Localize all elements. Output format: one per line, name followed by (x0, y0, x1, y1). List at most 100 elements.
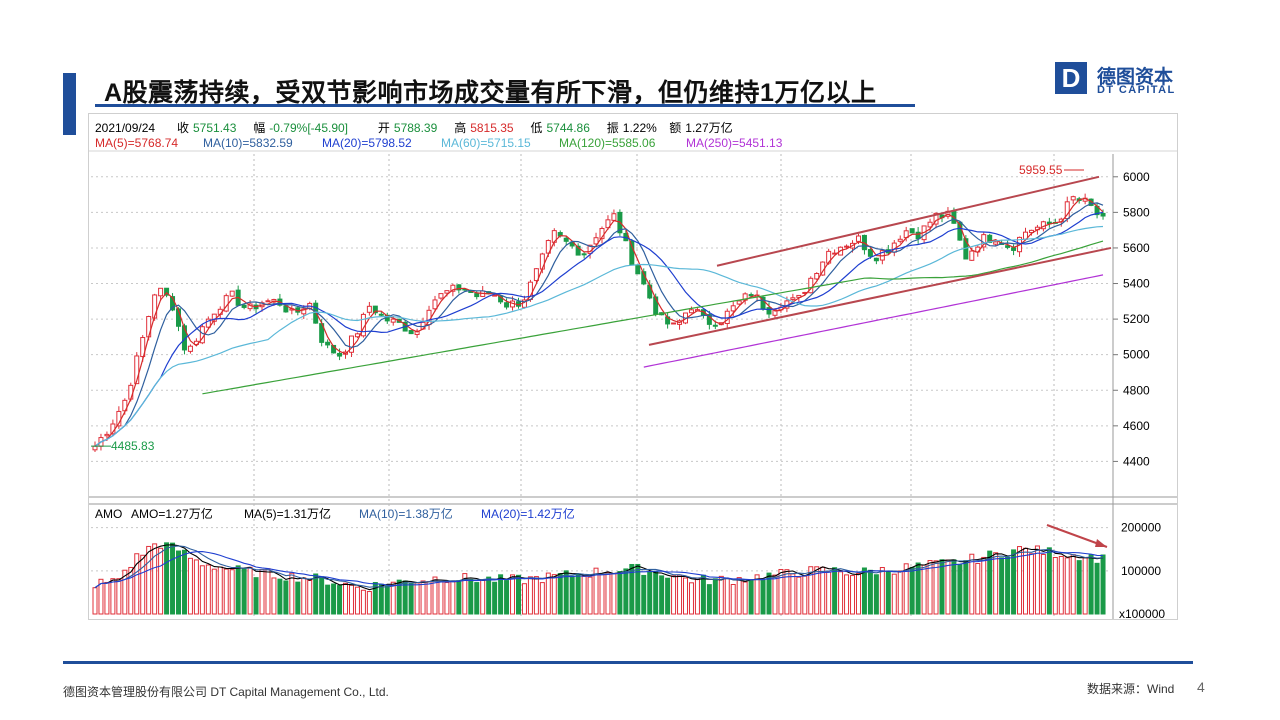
volume-bar (92, 587, 98, 615)
volume-bar (313, 573, 319, 615)
volume-bar (760, 579, 766, 615)
volume-bar (378, 583, 384, 615)
candle-body (814, 273, 820, 280)
candle-body (241, 304, 247, 308)
volume-bar (683, 577, 689, 615)
volume-bar (432, 576, 438, 615)
candle-body (348, 335, 354, 353)
volume-bar (659, 575, 665, 615)
info-value: 1.27万亿 (685, 120, 732, 135)
volume-bar (217, 566, 223, 615)
volume-bar (748, 579, 754, 615)
volume-bar (694, 577, 700, 615)
volume-bar (957, 564, 963, 615)
volume-bar (844, 574, 850, 615)
volume-bar (301, 577, 307, 615)
candle-body (873, 257, 879, 262)
volume-bar (647, 571, 653, 615)
channel-upper-line (716, 175, 1100, 267)
volume-bar (331, 583, 337, 615)
candle-body (736, 300, 742, 305)
volume-bar (164, 542, 170, 615)
y-tick-label: 5600 (1123, 241, 1150, 255)
volume-bar (510, 574, 516, 615)
volume-bar (158, 547, 164, 615)
volume-bar (474, 582, 480, 615)
info-date: 2021/09/24 (95, 121, 155, 135)
volume-bar (557, 573, 563, 615)
volume-bar (235, 565, 241, 615)
volume-bar (688, 582, 694, 615)
volume-bar (498, 574, 504, 615)
candle-body (92, 445, 98, 451)
volume-tick-label: 100000 (1121, 564, 1161, 578)
volume-bar (545, 572, 551, 615)
candle-body (772, 309, 778, 316)
volume-bar (1058, 555, 1064, 615)
volume-bar (939, 559, 945, 615)
candle-body (265, 300, 271, 303)
volume-bar (1028, 553, 1034, 615)
candle-body (539, 253, 545, 270)
volume-bar (1017, 546, 1023, 615)
candle-body (867, 249, 873, 257)
candle-body (1064, 201, 1070, 220)
volume-bar (569, 575, 575, 615)
volume-bar (283, 580, 289, 615)
info-label: 低 (531, 121, 543, 135)
volume-bar (677, 574, 683, 615)
volume-bar (790, 573, 796, 615)
volume-bar (325, 584, 331, 615)
volume-bar (712, 578, 718, 615)
volume-bar (116, 578, 122, 615)
ma20-line (94, 211, 1104, 447)
volume-bar (504, 580, 510, 615)
candle-body (533, 268, 539, 282)
candle-body (611, 213, 617, 221)
volume-bar (402, 580, 408, 615)
candle-body (993, 241, 999, 245)
volume-bar (993, 552, 999, 615)
volume-bar (587, 576, 593, 615)
info-value: -0.79%[-45.90] (269, 121, 348, 135)
dt-capital-logo: D 德图资本 DT CAPITAL (1055, 62, 1185, 102)
volume-bar (384, 585, 390, 615)
volume-bar (462, 573, 468, 615)
y-tick-label: 4400 (1123, 454, 1150, 468)
volume-bar (933, 560, 939, 615)
channel-lower-line (648, 246, 1112, 346)
market-chart: 6000 5800 5600 5400 5200 5000 4800 4600 4400 2000… (89, 120, 1177, 621)
volume-bar (742, 581, 748, 615)
volume-bar (671, 575, 677, 615)
data-source: 数据来源：Wind (1087, 682, 1175, 696)
info-label: 振 (607, 121, 619, 135)
volume-bar (420, 580, 426, 615)
volume-bar (754, 574, 760, 615)
volume-bar (515, 574, 521, 615)
volume-bar (480, 579, 486, 615)
candle-body (444, 290, 450, 294)
candle-body (104, 433, 110, 437)
volume-bar (1094, 562, 1100, 615)
candle-body (1005, 245, 1011, 248)
amo-legend-item: AMO (95, 507, 122, 521)
volume-bar (289, 572, 295, 615)
volume-bar (909, 566, 915, 615)
volume-bar (832, 567, 838, 615)
volume-bar (623, 568, 629, 615)
info-label: 收 (177, 121, 189, 135)
ma-legend-item: MA(250)=5451.13 (686, 136, 783, 150)
amo-legend-item: AMO=1.27万亿 (131, 506, 213, 521)
volume-bar (981, 556, 987, 615)
volume-bar (581, 575, 587, 615)
ma-legend-item: MA(20)=5798.52 (322, 136, 412, 150)
amo-ma10-line (94, 545, 1104, 589)
volume-bar (820, 566, 826, 615)
candle-body (164, 287, 170, 296)
info-label: 开 (378, 121, 390, 135)
candle-body (688, 309, 694, 314)
candle-body (450, 284, 456, 292)
amo-legend-item: MA(20)=1.42万亿 (481, 506, 575, 521)
ma120-line (202, 240, 1104, 395)
volume-bar (784, 569, 790, 615)
